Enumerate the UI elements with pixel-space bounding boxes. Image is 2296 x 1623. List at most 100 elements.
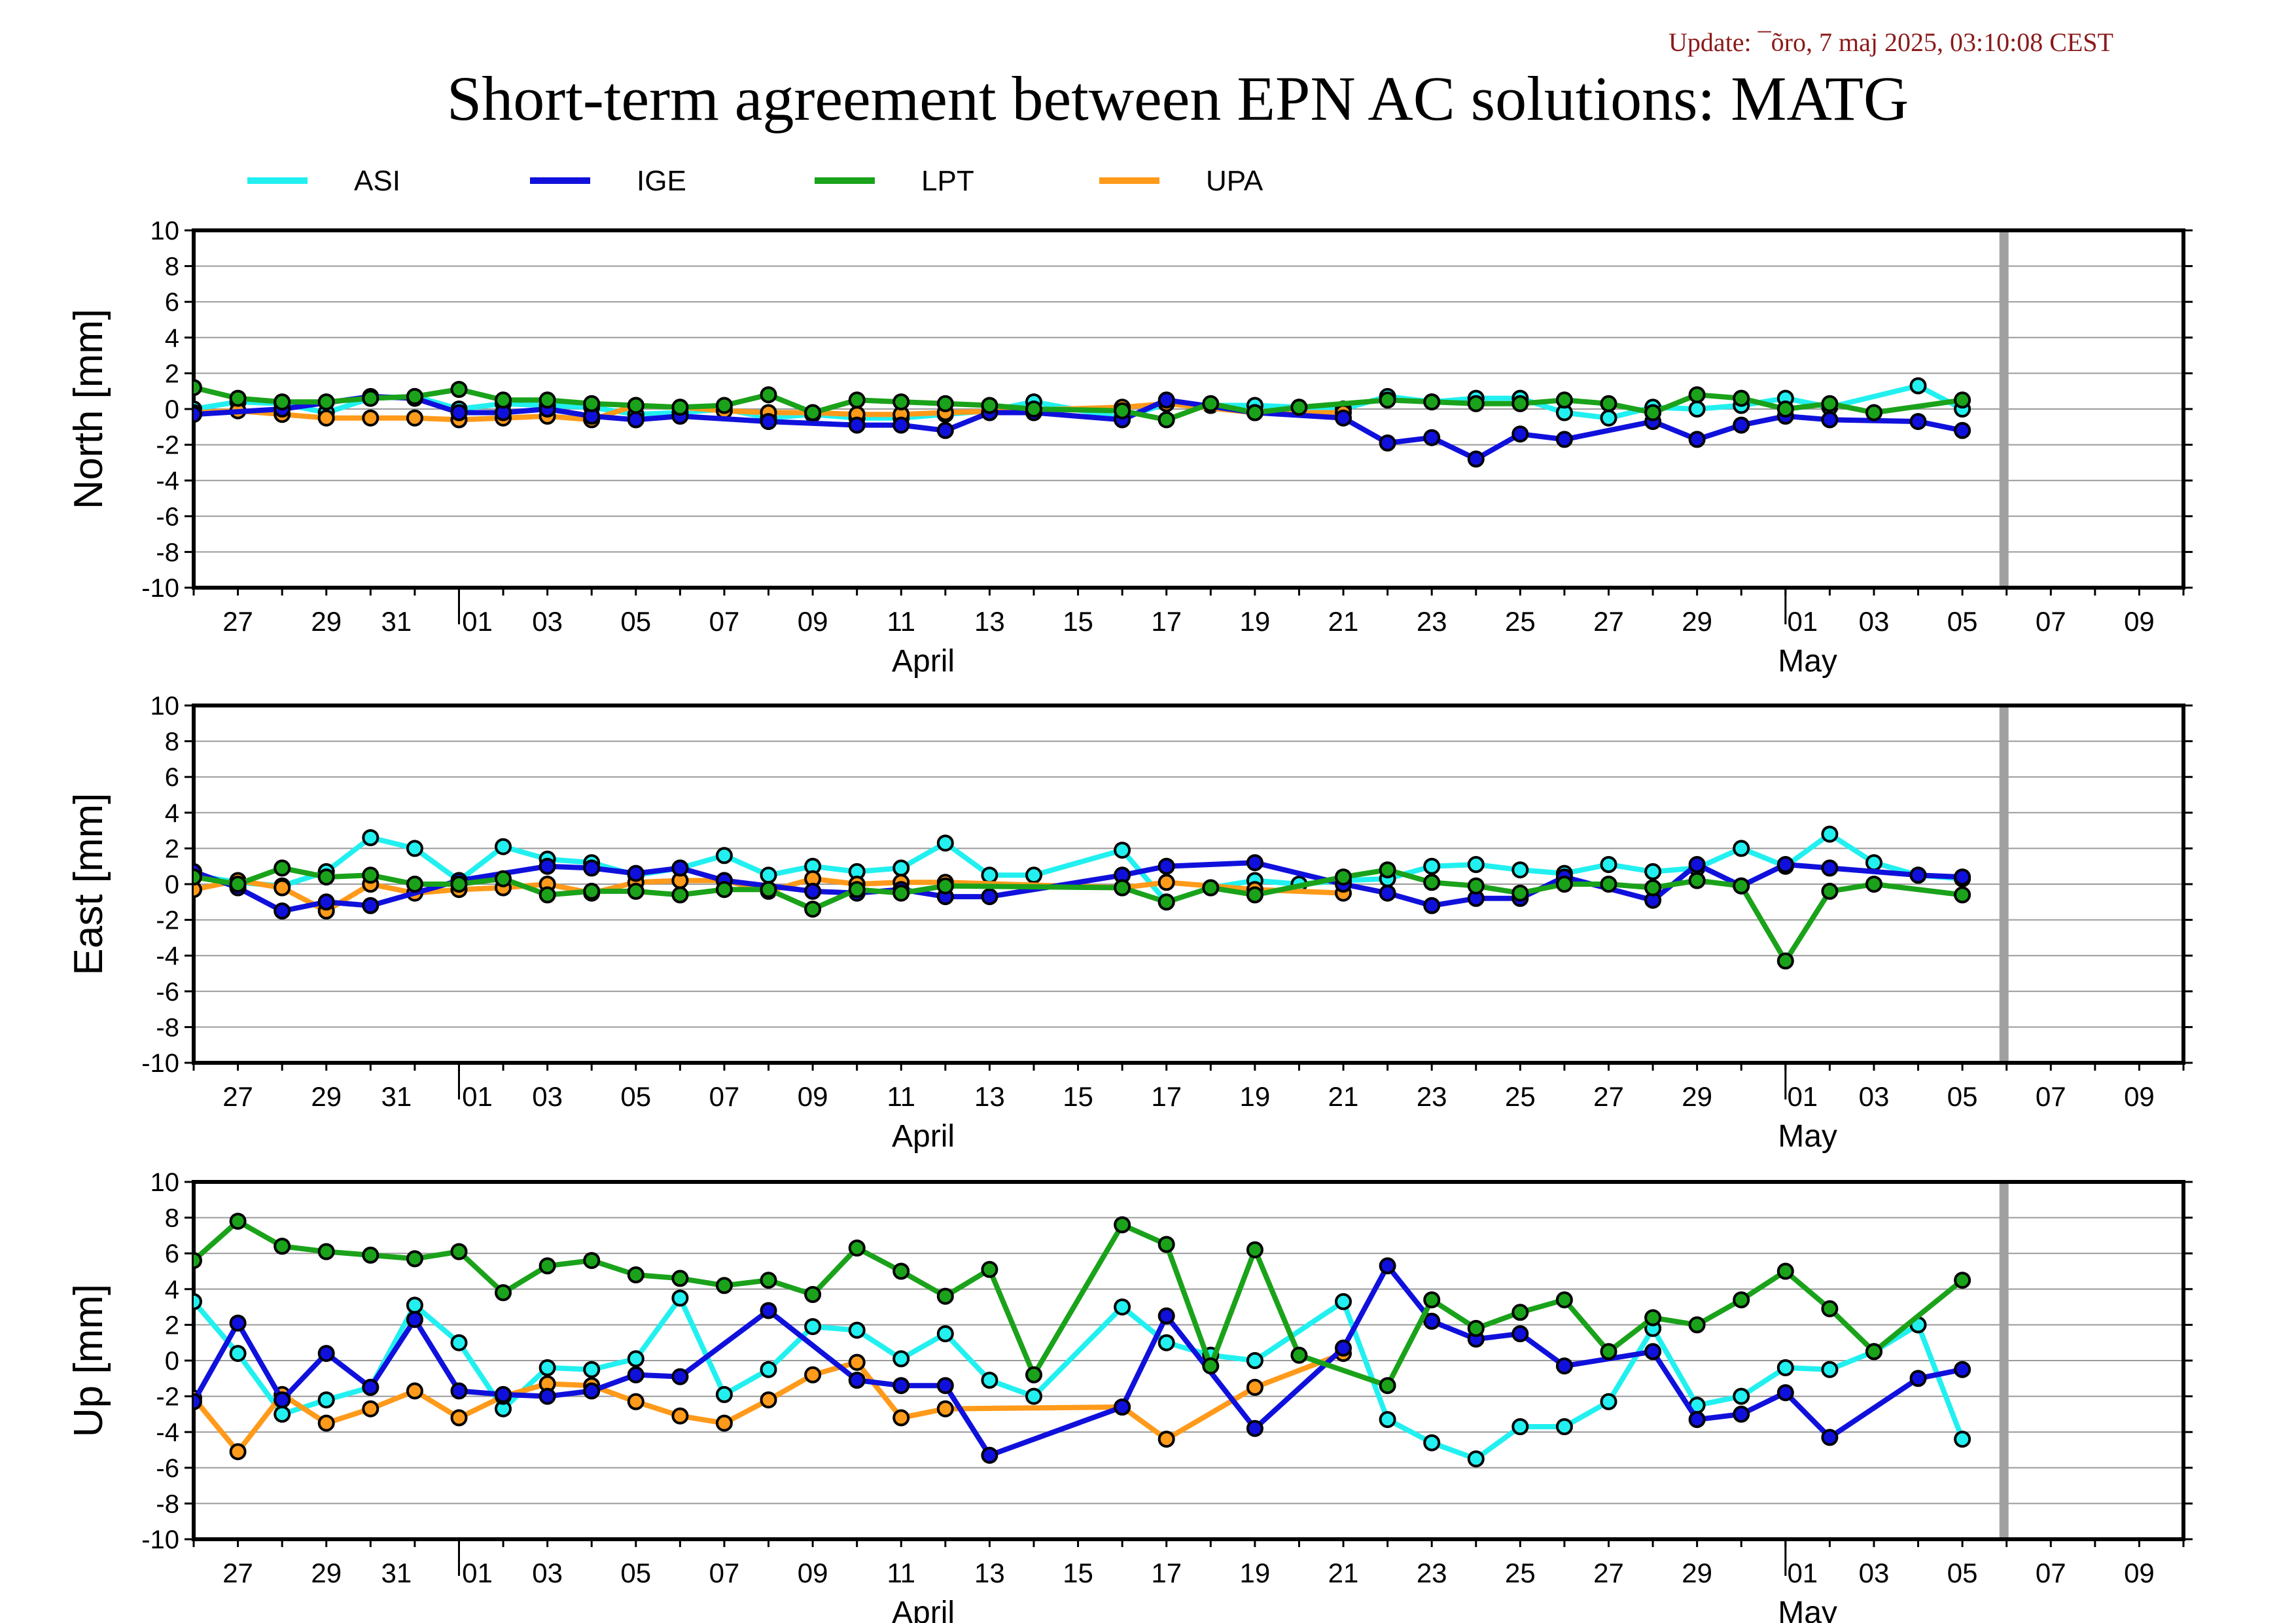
data-point	[229, 389, 247, 407]
x-tick-label: 17	[1151, 1081, 1182, 1112]
x-tick-label: 13	[974, 1558, 1005, 1588]
x-tick-label: 23	[1417, 1081, 1447, 1112]
x-tick-label: 17	[1151, 1558, 1182, 1588]
data-point	[892, 884, 910, 902]
data-point	[1511, 884, 1529, 902]
plot-frame	[192, 1180, 2185, 1541]
x-tick-label: 19	[1240, 1558, 1271, 1588]
x-tick-label: 03	[1859, 1558, 1890, 1588]
data-point	[981, 1260, 998, 1278]
series-group	[194, 377, 1971, 468]
data-point	[362, 829, 380, 846]
x-tick-label: 07	[709, 1558, 740, 1588]
data-point	[715, 1414, 733, 1432]
x-tick-label: 27	[1593, 606, 1624, 637]
data-point	[1246, 1419, 1263, 1437]
data-point	[892, 859, 910, 877]
y-axis-label: North [mm]	[66, 309, 111, 510]
data-point	[495, 391, 512, 409]
data-point	[583, 859, 601, 877]
y-tick-label: -4	[156, 1418, 179, 1447]
x-month-label: May	[1778, 1596, 1837, 1623]
legend-item-upa: UPA	[1099, 165, 1263, 197]
data-point	[936, 1377, 954, 1395]
x-tick-label: 09	[2124, 1558, 2155, 1588]
data-point	[317, 1414, 335, 1432]
y-tick-label: -4	[156, 942, 179, 971]
data-point	[1467, 856, 1485, 873]
data-point	[1776, 952, 1794, 970]
x-tick-label: 23	[1417, 606, 1447, 637]
data-point	[936, 834, 954, 852]
data-point	[1909, 377, 1927, 395]
data-point	[274, 1391, 291, 1409]
x-tick-label: 27	[222, 1558, 253, 1588]
data-point	[804, 404, 822, 421]
x-tick-label: 25	[1505, 1558, 1536, 1588]
data-point	[1688, 401, 1706, 418]
data-point	[317, 1243, 335, 1260]
data-point	[583, 882, 601, 900]
data-point	[1335, 868, 1352, 886]
data-point	[1954, 886, 1971, 904]
data-point	[1335, 1293, 1352, 1310]
data-point	[495, 838, 512, 855]
data-point	[194, 881, 202, 899]
data-point	[848, 416, 866, 434]
y-tick-label: 6	[165, 288, 179, 317]
x-tick-label: 15	[1063, 1558, 1093, 1588]
data-point	[1157, 874, 1175, 891]
x-tick-label: 25	[1505, 606, 1536, 637]
data-point	[1379, 1411, 1396, 1429]
x-tick-label: 29	[311, 1558, 342, 1588]
data-point	[1733, 877, 1750, 895]
data-point	[981, 888, 998, 906]
x-tick-label: 21	[1328, 1558, 1359, 1588]
data-point	[1954, 868, 1971, 886]
data-point	[317, 1345, 335, 1363]
data-point	[1909, 866, 1927, 884]
data-point	[1025, 866, 1042, 884]
data-point	[848, 391, 866, 409]
data-point	[1511, 1418, 1529, 1435]
data-point	[194, 868, 202, 886]
x-tick-label: 05	[620, 1558, 651, 1588]
x-tick-label: 05	[1947, 606, 1978, 637]
data-point	[1157, 1236, 1175, 1253]
x-tick-label: 25	[1505, 1081, 1536, 1112]
data-point	[671, 1270, 689, 1287]
data-point	[1821, 882, 1839, 900]
panel-up: 10 8 6 4 2 0 -2 -4 -6 -8 -10 27 29 31 01 03 05 07 09 11 13 15…	[66, 1168, 2193, 1623]
data-point	[539, 886, 556, 904]
data-point	[1688, 431, 1706, 448]
x-tick-label: 27	[222, 606, 253, 637]
data-point	[848, 1353, 866, 1371]
data-point	[804, 1366, 822, 1383]
data-point	[1246, 854, 1263, 872]
data-point	[1644, 863, 1662, 880]
x-month-label: April	[892, 644, 955, 679]
x-tick-label: 31	[381, 1081, 412, 1112]
y-tick-label: -10	[141, 1049, 179, 1078]
data-point	[760, 413, 777, 431]
data-point	[1114, 842, 1131, 859]
y-tick-label: 8	[165, 1204, 179, 1233]
x-tick-label: 23	[1417, 1558, 1447, 1588]
data-point	[317, 893, 335, 911]
data-point	[1555, 431, 1573, 448]
x-month-label: May	[1778, 1119, 1837, 1154]
data-point	[848, 1240, 866, 1257]
data-point	[1821, 1300, 1839, 1317]
data-point	[406, 1311, 423, 1329]
x-tick-label: 29	[311, 606, 342, 637]
data-point	[627, 1266, 645, 1283]
data-point	[1157, 1307, 1175, 1325]
data-point	[1157, 1334, 1175, 1351]
data-point	[1909, 1370, 1927, 1387]
data-point	[1688, 1316, 1706, 1334]
x-tick-label: 05	[1947, 1558, 1978, 1588]
data-point	[450, 404, 468, 421]
data-point	[760, 386, 777, 404]
data-point	[583, 1361, 601, 1378]
